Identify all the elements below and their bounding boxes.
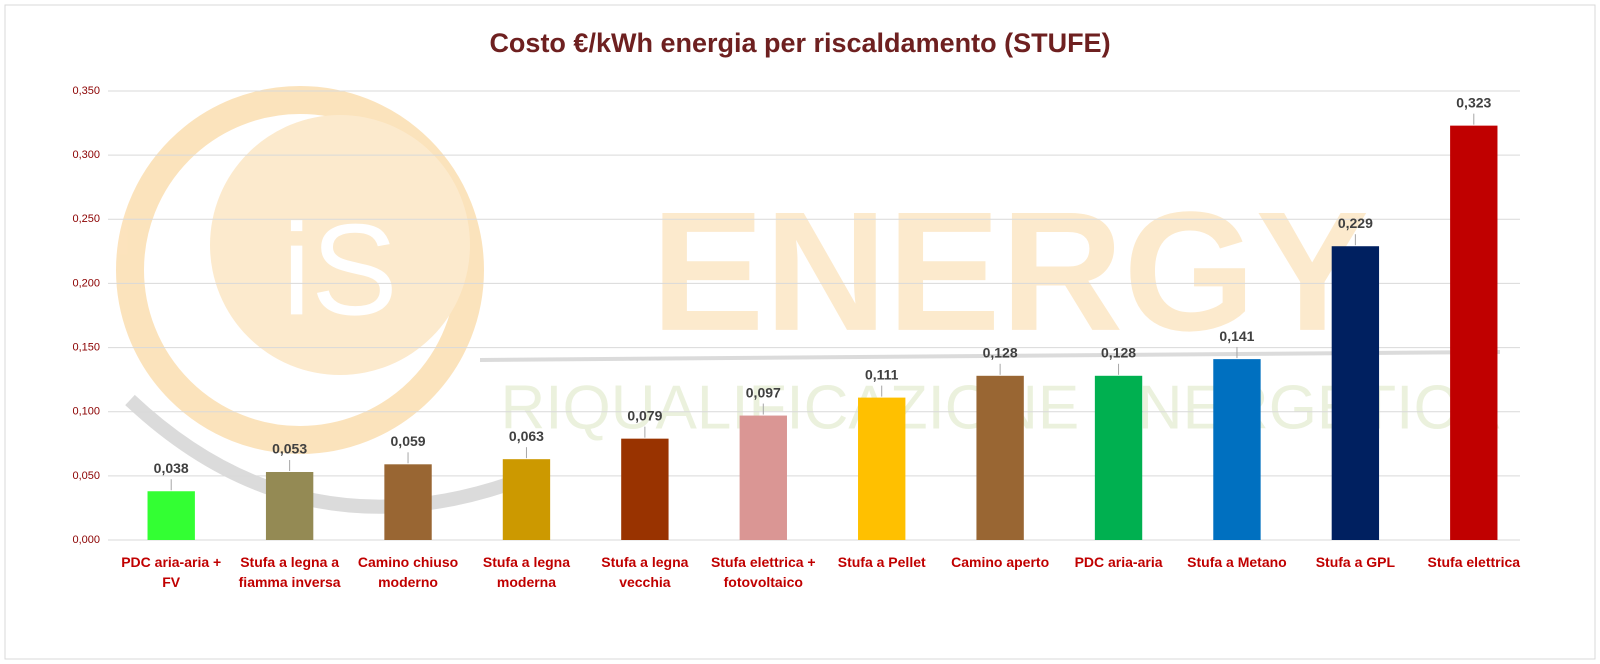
x-tick-label: Stufa elettrica + fotovoltaico xyxy=(710,554,816,590)
x-tick-label: Stufa a Pellet xyxy=(837,554,926,570)
bar xyxy=(858,397,906,540)
y-tick-label: 0,150 xyxy=(72,341,100,353)
value-label: 0,111 xyxy=(865,366,899,382)
x-tick-label: PDC aria-aria + FV xyxy=(121,554,222,590)
bar xyxy=(976,375,1024,540)
value-label: 0,323 xyxy=(1456,94,1491,110)
y-tick-label: 0,050 xyxy=(72,470,100,482)
bar xyxy=(739,415,787,540)
bar xyxy=(147,491,195,540)
bar xyxy=(621,438,669,540)
value-label: 0,038 xyxy=(154,460,189,476)
value-label: 0,141 xyxy=(1219,328,1254,344)
y-tick-label: 0,100 xyxy=(72,406,100,418)
y-tick-label: 0,250 xyxy=(72,213,100,225)
watermark-disc xyxy=(210,115,470,375)
x-tick-label: Stufa elettrica xyxy=(1427,554,1521,570)
bar xyxy=(1450,125,1498,540)
x-tick-label: Stufa a legna moderna xyxy=(482,554,571,590)
x-tick-label: Camino chiuso moderno xyxy=(357,554,459,590)
y-tick-label: 0,350 xyxy=(72,85,100,97)
x-tick-label: Stufa a legna vecchia xyxy=(601,554,689,590)
x-tick-label: Stufa a GPL xyxy=(1315,554,1396,570)
value-label: 0,128 xyxy=(983,344,1018,360)
bar xyxy=(265,472,314,540)
x-tick-label: Stufa a Metano xyxy=(1187,554,1287,570)
x-tick-label: Stufa a legna a fiamma inversa xyxy=(238,554,341,590)
watermark-logo: iS xyxy=(282,196,398,342)
value-label: 0,229 xyxy=(1338,215,1373,231)
bar xyxy=(1213,359,1261,540)
value-label: 0,059 xyxy=(391,433,426,449)
bar xyxy=(1331,246,1380,540)
x-tick-label: PDC aria-aria xyxy=(1074,554,1163,570)
value-label: 0,079 xyxy=(627,407,662,423)
y-tick-label: 0,300 xyxy=(72,149,100,161)
chart-border xyxy=(4,4,1596,660)
value-label: 0,063 xyxy=(509,428,544,444)
watermark-line xyxy=(479,350,1501,362)
watermark-title: ENERGY xyxy=(651,177,1369,367)
watermark-ring xyxy=(116,86,484,454)
y-tick-label: 0,200 xyxy=(72,277,100,289)
value-label: 0,097 xyxy=(746,384,781,400)
value-label: 0,053 xyxy=(272,441,307,457)
bar xyxy=(1094,375,1143,540)
bar xyxy=(384,464,432,540)
y-tick-label: 0,000 xyxy=(72,534,100,546)
chart-title: Costo €/kWh energia per riscaldamento (S… xyxy=(489,28,1110,58)
value-label: 0,128 xyxy=(1101,344,1136,360)
bar xyxy=(502,459,551,540)
x-tick-label: Camino aperto xyxy=(951,554,1050,570)
